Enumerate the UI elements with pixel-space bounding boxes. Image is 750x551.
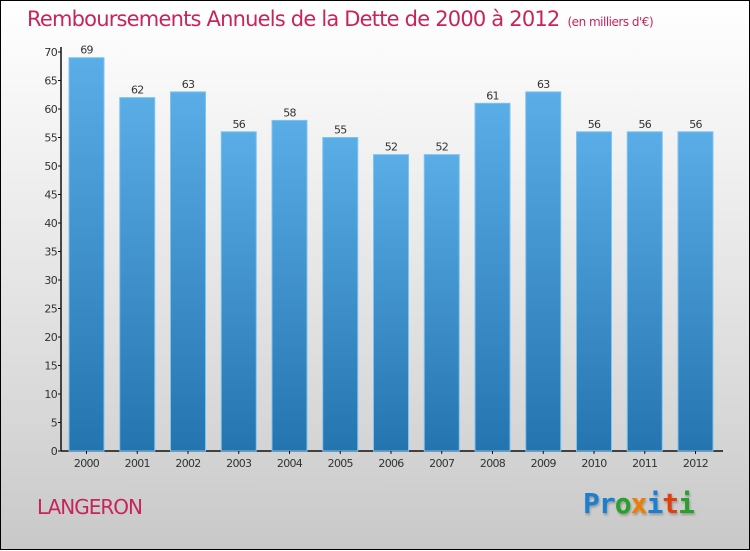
logo-letter: i — [678, 487, 695, 520]
y-tick-label: 40 — [44, 217, 57, 230]
bar-value-label: 69 — [80, 44, 93, 57]
y-tick-label: 5 — [51, 417, 58, 430]
y-tick-label: 10 — [44, 388, 57, 401]
y-tick-label: 65 — [44, 75, 57, 88]
bar-2000 — [68, 57, 105, 452]
bar-value-label: 63 — [182, 78, 195, 91]
y-tick-label: 30 — [44, 274, 57, 287]
logo-letter: i — [646, 487, 663, 520]
x-tick-label: 2004 — [277, 457, 303, 470]
bar-2009 — [525, 91, 562, 452]
y-tick-label: 45 — [44, 189, 57, 202]
x-tick-label: 2009 — [531, 457, 557, 470]
bar-value-label: 61 — [486, 89, 499, 102]
bar-value-label: 58 — [283, 106, 296, 119]
x-tick-label: 2010 — [581, 457, 607, 470]
y-tick-label: 15 — [44, 360, 57, 373]
bar-2002 — [170, 91, 206, 452]
bar-value-label: 63 — [537, 78, 550, 91]
x-tick-label: 2007 — [429, 457, 455, 470]
bar-value-label: 56 — [588, 118, 601, 131]
bar-2012 — [677, 131, 714, 452]
x-tick-label: 2012 — [683, 457, 708, 470]
bar-2007 — [423, 154, 460, 452]
y-tick-label: 50 — [44, 160, 57, 173]
x-tick-label: 2003 — [226, 457, 252, 470]
bar-value-label: 56 — [638, 118, 651, 131]
y-tick-label: 60 — [44, 103, 57, 116]
y-tick-label: 20 — [44, 331, 57, 344]
bar-value-label: 52 — [385, 141, 398, 154]
bar-2008 — [474, 102, 511, 452]
bar-2006 — [373, 154, 409, 452]
bar-2011 — [626, 131, 663, 452]
bar-value-label: 62 — [131, 84, 144, 97]
logo-letter: x — [630, 487, 648, 520]
x-tick-label: 2008 — [480, 457, 506, 470]
x-tick-label: 2005 — [328, 457, 354, 470]
x-tick-label: 2006 — [378, 457, 404, 470]
y-tick-label: 70 — [44, 46, 57, 59]
x-tick-label: 2011 — [632, 457, 657, 470]
bar-2004 — [271, 119, 308, 452]
x-tick-label: 2002 — [175, 457, 200, 470]
bar-2010 — [576, 131, 612, 452]
x-tick-label: 2001 — [125, 457, 150, 470]
y-tick-label: 25 — [44, 303, 57, 316]
chart-subtitle: (en milliers d'€) — [567, 15, 654, 29]
logo-letter: o — [614, 487, 632, 520]
bar-value-label: 56 — [232, 118, 245, 131]
y-tick-label: 35 — [44, 246, 57, 259]
bar-2001 — [119, 97, 156, 452]
bar-2005 — [322, 137, 359, 452]
proxiti-logo: Proxiti — [583, 487, 695, 520]
bar-value-label: 52 — [435, 141, 448, 154]
y-tick-label: 0 — [51, 445, 58, 458]
logo-letter: t — [662, 487, 679, 520]
y-tick-label: 55 — [44, 132, 57, 145]
bar-2003 — [220, 131, 257, 452]
bar-value-label: 56 — [689, 118, 702, 131]
title-text: Remboursements Annuels de la Dette de 20… — [27, 7, 560, 31]
commune-name: LANGERON — [37, 495, 143, 519]
chart-title: Remboursements Annuels de la Dette de 20… — [27, 7, 654, 31]
bar-value-label: 55 — [334, 124, 347, 137]
logo-letter: P — [583, 487, 600, 520]
x-tick-label: 2000 — [74, 457, 100, 470]
logo-letter: r — [598, 487, 616, 520]
